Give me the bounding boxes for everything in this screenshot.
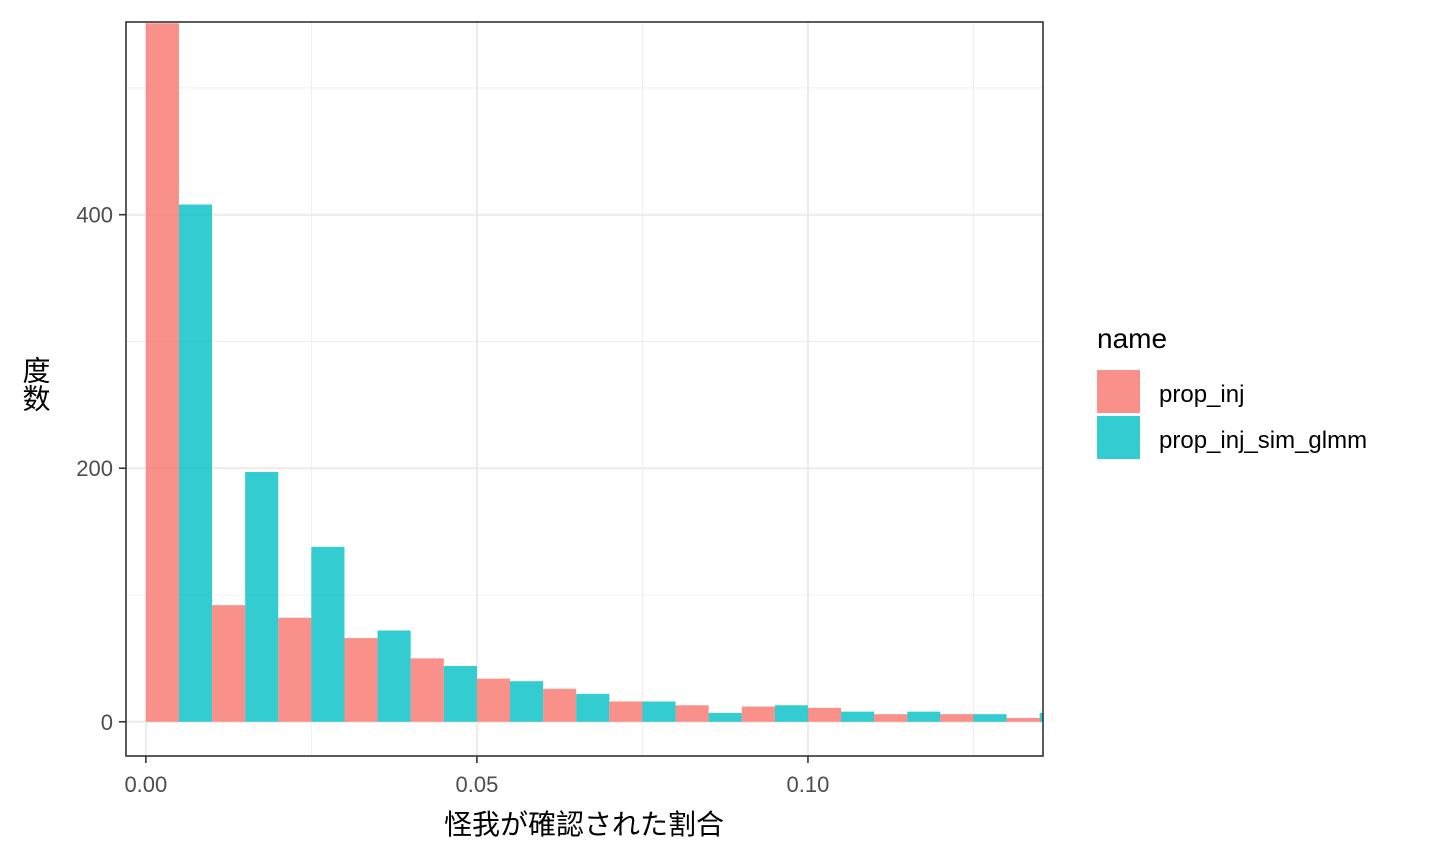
x-axis-title: 怪我が確認された割合 <box>444 808 724 841</box>
bar-prop-inj-sim-glmm <box>708 712 742 722</box>
bars <box>145 23 1043 722</box>
bar-prop-inj <box>874 714 908 722</box>
axes: 0 200 400 0.00 0.05 0.10 <box>76 203 829 797</box>
bar-prop-inj-sim-glmm <box>178 204 213 722</box>
y-axis-title-group: 度数 <box>19 356 52 412</box>
bar-prop-inj-sim-glmm <box>311 546 345 722</box>
bar-prop-inj <box>145 23 179 722</box>
bar-prop-inj-sim-glmm <box>907 711 941 722</box>
bar-prop-inj-sim-glmm <box>642 701 676 722</box>
legend-key-prop-inj-sim-glmm <box>1097 416 1140 459</box>
bar-prop-inj-sim-glmm <box>443 665 477 722</box>
bar-prop-inj-sim-glmm <box>245 472 279 722</box>
bar-prop-inj <box>344 638 378 722</box>
y-tick-label: 0 <box>101 710 113 735</box>
bar-prop-inj-sim-glmm <box>510 681 544 722</box>
legend-title: name <box>1097 323 1167 354</box>
legend: name prop_inj prop_inj_sim_glmm <box>1097 323 1367 459</box>
legend-label-prop-inj: prop_inj <box>1159 381 1244 408</box>
bar-prop-inj <box>675 705 709 722</box>
bar-prop-inj <box>212 605 246 722</box>
bar-prop-inj <box>278 617 312 722</box>
legend-label-prop-inj-sim-glmm: prop_inj_sim_glmm <box>1159 427 1367 454</box>
bar-prop-inj <box>476 678 511 722</box>
bar-prop-inj-sim-glmm <box>1039 712 1043 722</box>
bar-prop-inj <box>807 707 842 722</box>
y-tick-label: 200 <box>76 456 113 481</box>
bar-prop-inj-sim-glmm <box>841 711 875 722</box>
bar-prop-inj <box>543 688 577 722</box>
y-axis-title: 度数 <box>19 356 52 412</box>
panel-border <box>125 21 1044 757</box>
x-tick-label: 0.00 <box>124 772 167 797</box>
bar-prop-inj <box>410 658 444 722</box>
bar-prop-inj-sim-glmm <box>774 705 808 722</box>
bar-prop-inj <box>741 706 775 722</box>
bar-prop-inj-sim-glmm <box>973 714 1007 722</box>
legend-key-prop-inj <box>1097 370 1140 413</box>
bar-prop-inj <box>609 701 643 722</box>
bar-prop-inj-sim-glmm <box>377 630 411 722</box>
bar-prop-inj <box>940 714 974 722</box>
bar-prop-inj <box>1006 717 1040 722</box>
x-tick-label: 0.10 <box>787 772 830 797</box>
bar-prop-inj-sim-glmm <box>576 693 610 722</box>
x-tick-label: 0.05 <box>455 772 498 797</box>
y-tick-label: 400 <box>76 203 113 228</box>
